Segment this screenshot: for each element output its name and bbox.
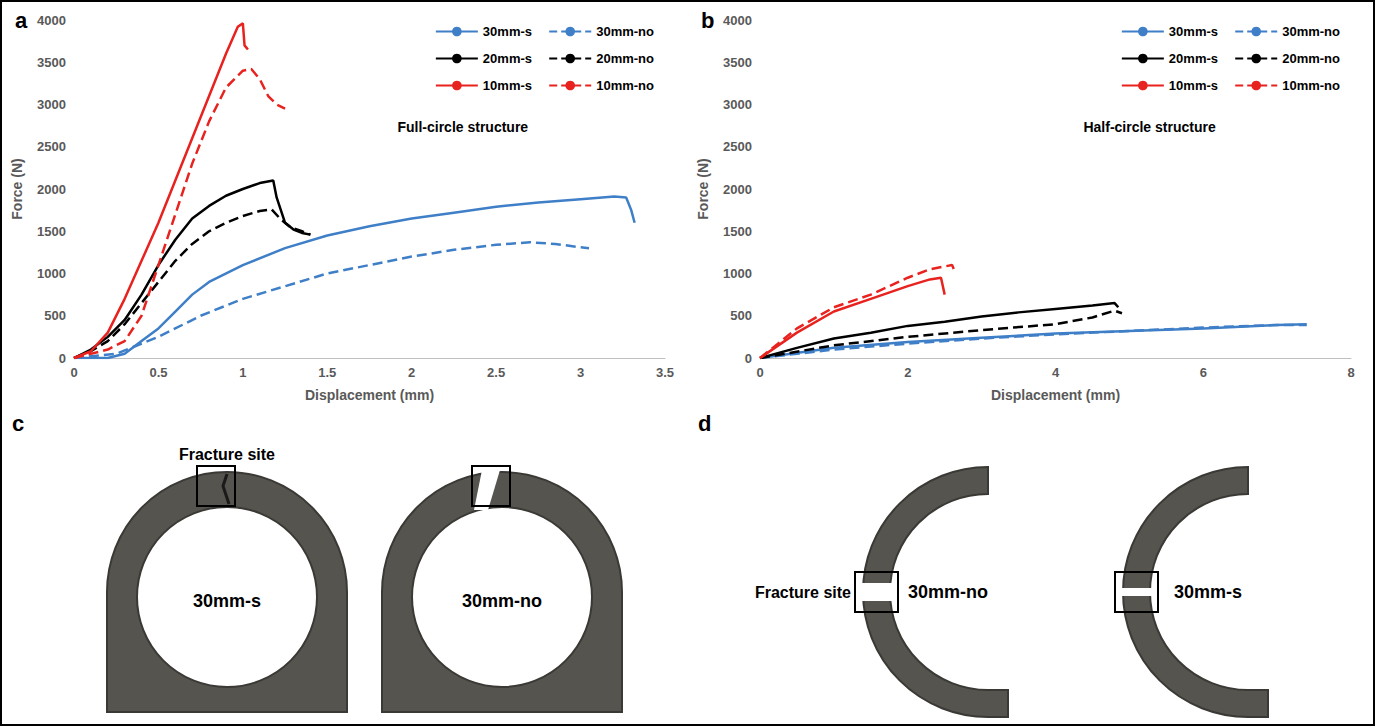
svg-text:10mm-s: 10mm-s	[1169, 78, 1218, 93]
svg-text:500: 500	[44, 308, 66, 323]
svg-text:3: 3	[577, 365, 584, 380]
svg-text:30mm-no: 30mm-no	[462, 591, 542, 611]
svg-text:30mm-no: 30mm-no	[1282, 24, 1340, 39]
svg-text:500: 500	[730, 308, 752, 323]
svg-text:Fracture site: Fracture site	[179, 446, 275, 463]
svg-text:c: c	[12, 411, 24, 436]
svg-text:4000: 4000	[723, 13, 752, 28]
svg-text:20mm-no: 20mm-no	[1282, 51, 1340, 66]
svg-text:1500: 1500	[37, 224, 66, 239]
svg-text:0.5: 0.5	[149, 365, 167, 380]
svg-text:b: b	[701, 8, 714, 33]
svg-text:30mm-no: 30mm-no	[908, 582, 988, 602]
svg-text:0: 0	[59, 351, 66, 366]
svg-text:30mm-s: 30mm-s	[483, 24, 532, 39]
svg-text:2000: 2000	[723, 182, 752, 197]
svg-text:10mm-no: 10mm-no	[596, 78, 654, 93]
svg-text:20mm-s: 20mm-s	[1169, 51, 1218, 66]
svg-text:30mm-s: 30mm-s	[1169, 24, 1218, 39]
svg-text:Displacement (mm): Displacement (mm)	[991, 387, 1120, 403]
svg-text:3.5: 3.5	[656, 365, 674, 380]
svg-text:3500: 3500	[37, 55, 66, 70]
svg-text:Fracture site: Fracture site	[755, 584, 851, 601]
svg-text:2500: 2500	[723, 139, 752, 154]
svg-text:1: 1	[239, 365, 246, 380]
svg-text:2: 2	[408, 365, 415, 380]
svg-text:0: 0	[756, 365, 763, 380]
svg-text:20mm-s: 20mm-s	[483, 51, 532, 66]
svg-text:a: a	[15, 8, 28, 33]
svg-text:8: 8	[1347, 365, 1354, 380]
svg-text:Half-circle structure: Half-circle structure	[1083, 119, 1215, 135]
svg-text:0: 0	[745, 351, 752, 366]
svg-text:4000: 4000	[37, 13, 66, 28]
svg-text:30mm-no: 30mm-no	[596, 24, 654, 39]
svg-text:3000: 3000	[37, 97, 66, 112]
svg-text:30mm-s: 30mm-s	[193, 591, 261, 611]
svg-text:10mm-no: 10mm-no	[1282, 78, 1340, 93]
svg-text:4: 4	[1052, 365, 1060, 380]
svg-text:1.5: 1.5	[318, 365, 336, 380]
svg-text:0: 0	[70, 365, 77, 380]
svg-text:1500: 1500	[723, 224, 752, 239]
svg-text:10mm-s: 10mm-s	[483, 78, 532, 93]
svg-text:Full-circle structure: Full-circle structure	[397, 119, 528, 135]
svg-text:1000: 1000	[37, 266, 66, 281]
svg-text:2000: 2000	[37, 182, 66, 197]
svg-text:Displacement (mm): Displacement (mm)	[305, 387, 434, 403]
svg-text:2.5: 2.5	[487, 365, 505, 380]
svg-text:3500: 3500	[723, 55, 752, 70]
svg-text:2500: 2500	[37, 139, 66, 154]
svg-text:3000: 3000	[723, 97, 752, 112]
svg-text:Force (N): Force (N)	[695, 158, 711, 219]
svg-text:20mm-no: 20mm-no	[596, 51, 654, 66]
svg-text:1000: 1000	[723, 266, 752, 281]
svg-text:Force (N): Force (N)	[9, 158, 25, 219]
svg-text:d: d	[698, 411, 711, 436]
svg-text:6: 6	[1200, 365, 1207, 380]
svg-text:2: 2	[904, 365, 911, 380]
svg-text:30mm-s: 30mm-s	[1174, 582, 1242, 602]
